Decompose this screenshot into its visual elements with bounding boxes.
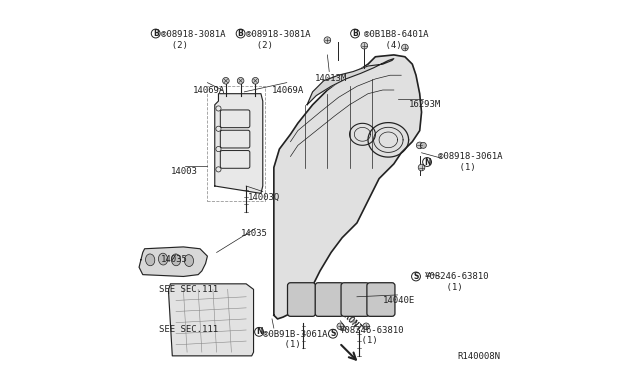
Ellipse shape [145, 254, 155, 266]
Circle shape [324, 37, 331, 44]
Text: S: S [413, 272, 419, 281]
Text: 14069A: 14069A [272, 86, 304, 94]
Text: 14013M: 14013M [314, 74, 347, 83]
FancyBboxPatch shape [341, 283, 369, 316]
Circle shape [223, 77, 229, 84]
Polygon shape [274, 55, 422, 319]
Text: S: S [330, 329, 335, 338]
Text: 14069A: 14069A [193, 86, 225, 94]
Text: B: B [237, 29, 243, 38]
Text: 16293M: 16293M [408, 100, 441, 109]
Text: R140008N: R140008N [457, 352, 500, 361]
Circle shape [363, 323, 369, 330]
Text: B: B [352, 29, 358, 38]
FancyBboxPatch shape [367, 283, 395, 316]
Text: ¥08246-63810
    (1): ¥08246-63810 (1) [340, 326, 405, 345]
Circle shape [417, 142, 423, 149]
Circle shape [401, 44, 408, 51]
Text: 14003Q: 14003Q [248, 193, 280, 202]
Text: ®08918-3081A
  (2): ®08918-3081A (2) [246, 31, 310, 50]
Polygon shape [215, 94, 263, 193]
Text: ®08918-3081A
  (2): ®08918-3081A (2) [161, 31, 226, 50]
Text: 14035: 14035 [241, 230, 268, 238]
Text: ¥08246-63810
    (1): ¥08246-63810 (1) [425, 272, 490, 292]
Text: SEE SEC.111: SEE SEC.111 [159, 326, 218, 334]
Text: SEE SEC.111: SEE SEC.111 [159, 285, 218, 294]
Ellipse shape [172, 254, 180, 266]
Circle shape [252, 77, 259, 84]
Text: ®08918-3061A
    (1): ®08918-3061A (1) [438, 152, 502, 172]
Ellipse shape [159, 253, 168, 265]
Text: FRONT: FRONT [337, 308, 363, 334]
Circle shape [420, 142, 426, 148]
Text: ®0B1B8-6401A
    (4): ®0B1B8-6401A (4) [364, 31, 429, 50]
FancyBboxPatch shape [287, 283, 316, 316]
Text: 14035: 14035 [161, 255, 188, 264]
Text: B: B [153, 29, 159, 38]
Text: N: N [256, 327, 262, 336]
Text: 14003: 14003 [170, 167, 197, 176]
Circle shape [337, 323, 344, 330]
Polygon shape [139, 247, 207, 276]
Polygon shape [307, 59, 394, 105]
Polygon shape [168, 284, 253, 356]
Ellipse shape [184, 255, 193, 266]
Text: 14040E: 14040E [383, 296, 415, 305]
Circle shape [361, 42, 367, 49]
Circle shape [237, 77, 244, 84]
Text: ®0B91B-3061A
    (1): ®0B91B-3061A (1) [263, 330, 327, 349]
Circle shape [418, 164, 425, 171]
Text: N: N [424, 157, 430, 167]
FancyBboxPatch shape [316, 283, 343, 316]
